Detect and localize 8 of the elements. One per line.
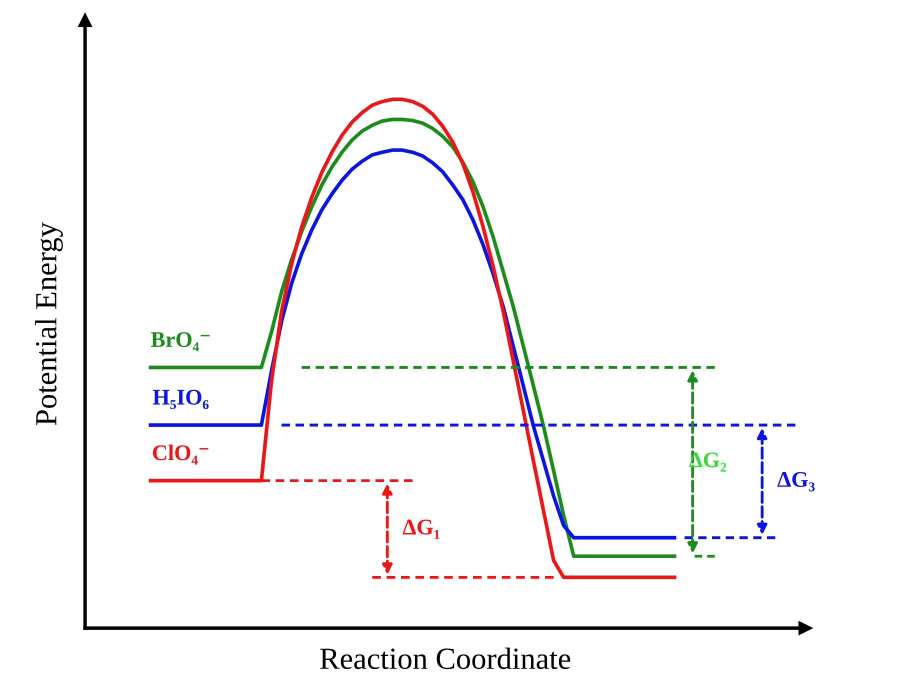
annotation: ΔG₃ (778, 472, 815, 492)
series-label: H₅IO₆ (152, 390, 209, 410)
series-label: ClO₄⁻ (152, 444, 208, 464)
annotation: ΔG₂ (689, 452, 726, 472)
x-axis-title: Reaction Coordinate (320, 648, 570, 670)
series-label: BrO₄⁻ (150, 332, 210, 352)
y-axis-title: Potential Energy (35, 222, 63, 426)
annotation: ΔG₁ (402, 520, 440, 539)
